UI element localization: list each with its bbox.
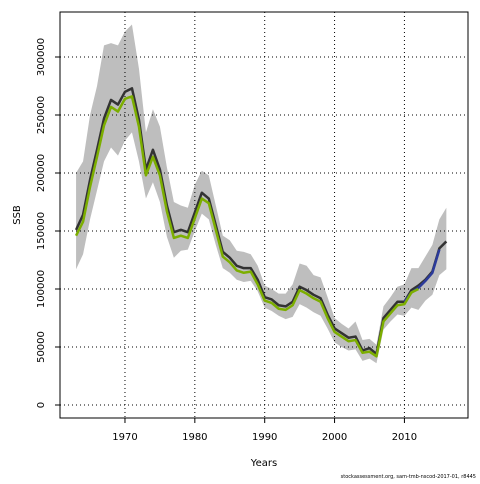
y-tick-label: 50000 (36, 331, 47, 363)
y-tick-label: 300000 (36, 38, 47, 76)
y-axis-label: SSB (12, 205, 23, 225)
y-tick-label: 100000 (36, 270, 47, 308)
x-tick-label: 1990 (252, 432, 277, 443)
x-tick-label: 1970 (112, 432, 137, 443)
footer: stockassessment.org, sam-tmb-nscod-2017-… (341, 474, 476, 480)
series-line (74, 87, 448, 356)
y-tick-label: 150000 (36, 212, 47, 250)
x-axis-label: Years (250, 458, 277, 469)
x-tick-label: 2010 (392, 432, 417, 443)
plot-frame (59, 11, 469, 419)
x-tick-label: 1980 (182, 432, 207, 443)
x-tick-label: 2000 (322, 432, 347, 443)
y-tick-label: 200000 (36, 154, 47, 192)
series-line (74, 95, 419, 358)
y-tick-label: 0 (36, 402, 47, 408)
y-tick-label: 250000 (36, 96, 47, 134)
